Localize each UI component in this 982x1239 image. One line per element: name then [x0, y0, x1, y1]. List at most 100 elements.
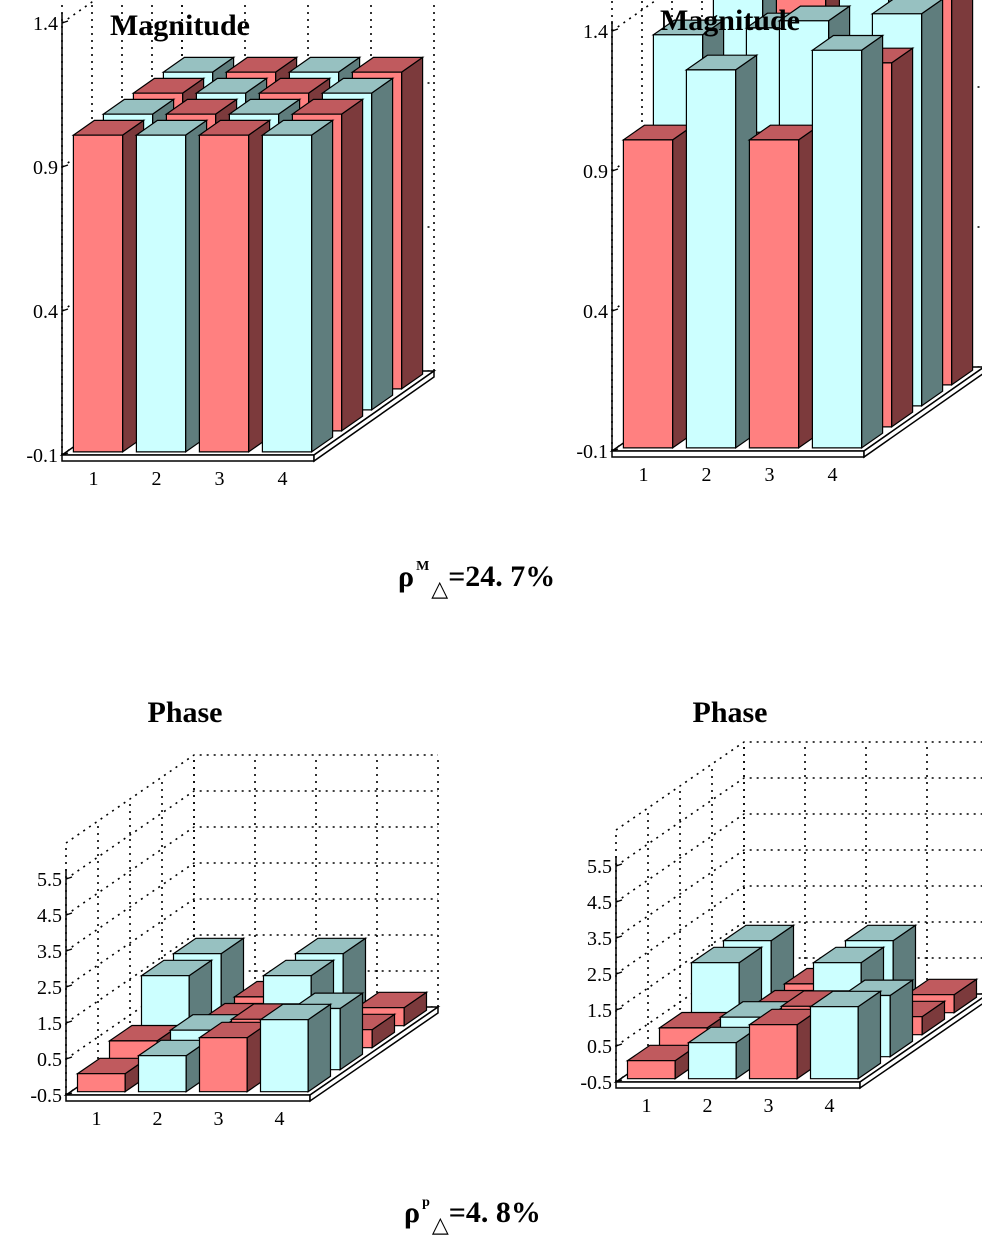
- z-tick: [65, 1056, 73, 1060]
- phase-caption-symbol: ρ: [404, 1196, 421, 1229]
- bar-side: [311, 119, 334, 454]
- bar-side: [890, 47, 914, 429]
- phase-caption-sup: p: [422, 1195, 430, 1210]
- z-tick: [65, 912, 73, 916]
- x-tick-label: 1: [89, 468, 99, 490]
- floor-edge: [61, 454, 315, 462]
- floor-edge: [615, 1081, 861, 1089]
- z-tick-label: 1.5: [37, 1013, 62, 1035]
- z-tick: [611, 168, 619, 172]
- z-tick-label: -0.1: [576, 441, 608, 463]
- floor-edge: [313, 369, 435, 463]
- floor-edge: [65, 1094, 311, 1102]
- bar-front: [622, 139, 674, 449]
- x-tick-label: 2: [702, 464, 712, 486]
- x-tick-label: 4: [278, 468, 288, 490]
- z-tick-label: 5.5: [587, 856, 612, 878]
- grid-line: [65, 790, 438, 880]
- magnitude-caption-symbol: ρ: [398, 560, 415, 593]
- grid-line: [65, 754, 438, 844]
- x-tick-label: 3: [765, 464, 775, 486]
- z-tick-label: 1.5: [587, 1000, 612, 1022]
- bar: [621, 124, 696, 450]
- z-tick-label: 4.5: [587, 892, 612, 914]
- grid-line: [65, 862, 438, 952]
- z-tick: [615, 899, 623, 903]
- bar-side: [341, 98, 364, 433]
- magnitude-caption-sub: △: [431, 576, 449, 601]
- x-tick-label: 4: [275, 1108, 285, 1130]
- bar: [686, 1026, 761, 1080]
- z-tick: [615, 863, 623, 867]
- x-tick-label: 2: [152, 468, 162, 490]
- chart-panel-2: -0.1 0.4 0.9 1.4 1 2 3 4 Magnitude: [576, 0, 982, 486]
- z-tick: [61, 164, 69, 168]
- z-tick: [65, 1020, 73, 1024]
- bar-front: [748, 1024, 798, 1080]
- grid-line: [615, 813, 982, 903]
- z-tick-label: 3.5: [587, 928, 612, 950]
- x-tick-label: 4: [825, 1095, 835, 1117]
- x-tick-label: 1: [639, 464, 649, 486]
- magnitude-caption-value: =24. 7%: [448, 560, 556, 593]
- bar-side: [371, 77, 394, 412]
- z-tick: [615, 971, 623, 975]
- grid-line: [615, 777, 982, 867]
- bar: [71, 119, 146, 454]
- z-tick-label: 0.5: [587, 1036, 612, 1058]
- z-tick: [611, 308, 619, 312]
- bar-side: [920, 0, 944, 408]
- bar: [747, 124, 822, 450]
- floor-edge: [859, 997, 982, 1090]
- bar: [808, 990, 883, 1080]
- floor-edge: [863, 367, 982, 459]
- bar-front: [809, 1006, 859, 1080]
- bar: [197, 119, 272, 454]
- z-tick-label: 0.4: [583, 301, 608, 323]
- grid-line: [615, 849, 982, 939]
- magnitude-caption-sup: M: [416, 559, 430, 574]
- z-tick-label: 1.4: [33, 13, 58, 35]
- z-tick-label: 0.4: [33, 301, 58, 323]
- bar-side: [401, 56, 424, 391]
- z-tick: [615, 935, 623, 939]
- phase-caption: ρ p△=4. 8%: [404, 1195, 541, 1237]
- phase-caption-value: =4. 8%: [448, 1196, 541, 1229]
- x-tick-label: 3: [215, 468, 225, 490]
- z-tick-label: 2.5: [587, 964, 612, 986]
- bar-front: [259, 1019, 309, 1093]
- chart-panel-4: -0.5 0.5 1.5 2.5 3.5 4.5 5.5 1 2 3 4 Phase: [580, 696, 982, 1117]
- chart-title: Magnitude: [110, 9, 250, 42]
- x-tick-label: 1: [92, 1108, 102, 1130]
- bar-side: [950, 0, 974, 387]
- bar-front: [137, 1055, 187, 1093]
- z-tick: [61, 308, 69, 312]
- bar: [197, 1021, 272, 1093]
- bar-front: [748, 139, 800, 449]
- bar-front: [685, 69, 737, 449]
- z-tick-label: -0.5: [580, 1072, 612, 1094]
- bar-front: [76, 1073, 126, 1093]
- magnitude-caption: ρ M△=24. 7%: [398, 559, 556, 601]
- chart-panel-1: -0.1 0.4 0.9 1.4 1 2 3 4 Magnitude: [26, 0, 437, 490]
- z-tick: [61, 452, 69, 456]
- bar: [810, 34, 885, 450]
- bar-front: [72, 134, 124, 453]
- bar: [684, 54, 759, 450]
- z-tick: [611, 448, 619, 452]
- grid-line: [65, 826, 438, 916]
- phase-caption-sub: △: [431, 1212, 449, 1237]
- grid-line: [615, 885, 982, 975]
- chart-panel-3: -0.5 0.5 1.5 2.5 3.5 4.5 5.5 1 2 3 4 Phase: [30, 696, 441, 1130]
- bar-front: [198, 134, 250, 453]
- z-tick: [615, 1043, 623, 1047]
- z-tick-label: 3.5: [37, 941, 62, 963]
- grid-line: [65, 898, 438, 988]
- grid-line: [615, 741, 982, 831]
- bar: [134, 119, 209, 454]
- z-tick: [615, 1079, 623, 1083]
- bar-front: [626, 1060, 676, 1080]
- x-tick-label: 1: [642, 1095, 652, 1117]
- bar-front: [811, 49, 863, 449]
